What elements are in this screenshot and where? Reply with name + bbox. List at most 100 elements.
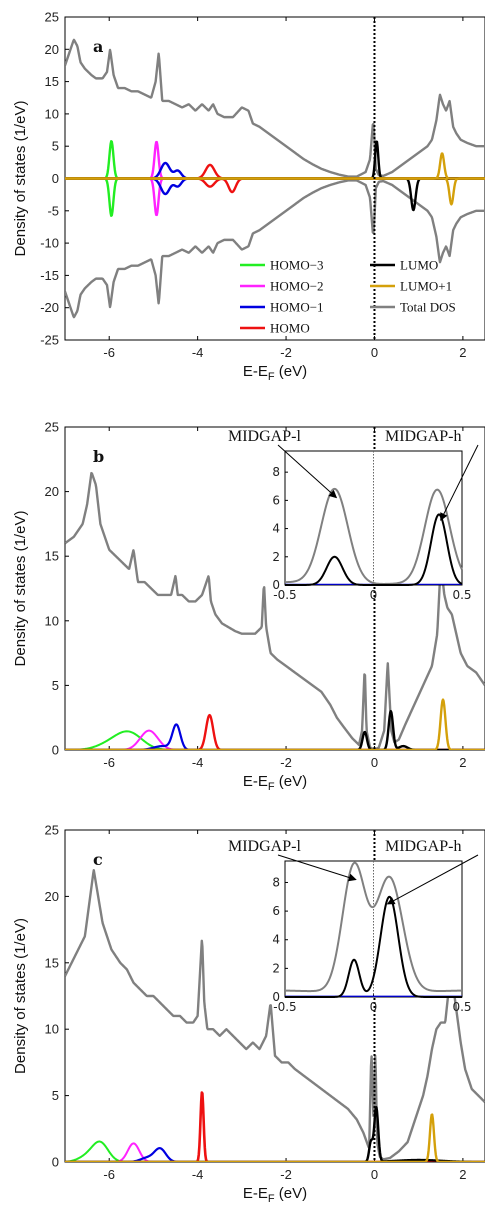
legend-entry: LUMO+1 [400,279,452,294]
inset-series-lumo [285,895,462,998]
y-axis-label: Density of states (1/eV) [12,918,29,1074]
y-tick-label: 5 [52,139,59,154]
y-tick-label: 10 [45,106,59,121]
x-tick-label: 0 [371,345,378,360]
series-line-homo-3 [65,730,485,750]
inset-x-tick-label: 0 [370,1000,378,1014]
x-tick-label: -4 [192,1167,204,1182]
y-tick-label: 5 [52,1088,59,1103]
y-tick-label: 0 [52,743,59,758]
inset-series-lumo [285,513,463,586]
y-tick-label: -20 [40,300,59,315]
y-tick-label: -5 [47,203,59,218]
annotation-midgap-l: MIDGAP-l [228,838,301,855]
inset-series-total-dos [285,487,463,585]
y-tick-label: 20 [45,42,59,57]
series-line-total-dos [65,471,485,750]
series-line-homo-1-spin-down [65,177,485,196]
legend-entry: Total DOS [400,300,456,315]
x-axis-label: E-EF (eV) [243,1185,307,1205]
inset-y-tick-label: 0 [272,578,280,592]
x-tick-label: -6 [103,345,115,360]
x-tick-label: -4 [192,345,204,360]
inset-y-tick-label: 4 [272,522,280,536]
legend-entry: HOMO−1 [270,300,324,315]
y-tick-label: -25 [40,333,59,348]
y-tick-label: 15 [45,955,59,970]
series-line-lumo [65,140,485,180]
legend: HOMO−3 HOMO−2 HOMO−1 HOMO LUMO LUMO+1 Total DO… [240,258,456,336]
x-tick-label: 0 [371,1167,378,1182]
series-line-lumo-1-spin-down [65,177,485,206]
series-line-homo [65,163,485,180]
x-tick-label: -2 [280,1167,292,1182]
y-tick-label: 0 [52,171,59,186]
y-tick-label: 15 [45,549,59,564]
annotation-midgap-h: MIDGAP-h [385,838,461,855]
arrow-midgap-l [277,854,357,882]
inset-x-tick-label: 0.5 [452,588,471,602]
plot-area [65,869,485,1162]
arrow-midgap-h [386,854,479,905]
panel-label: b [93,447,104,466]
y-tick-label: 25 [45,823,59,838]
inset-x-tick-label: 0 [370,588,378,602]
series-line-homo-2-spin-down [65,177,485,217]
legend-entry: LUMO [400,258,438,273]
x-tick-label: -6 [103,1167,115,1182]
legend-entry: HOMO [270,321,310,336]
x-tick-label: -2 [280,345,292,360]
annotation-midgap-h: MIDGAP-h [385,428,461,445]
y-tick-label: 20 [45,484,59,499]
y-tick-label: 5 [52,678,59,693]
y-axis-label: Density of states (1/eV) [12,101,29,257]
inset-y-tick-label: 0 [272,990,280,1004]
y-tick-label: 0 [52,1155,59,1170]
x-tick-label: 2 [459,345,466,360]
inset-y-tick-label: 2 [272,550,280,564]
y-tick-label: -15 [40,268,59,283]
inset-y-tick-label: 2 [272,961,280,975]
x-tick-label: 0 [371,755,378,770]
x-axis-label: E-EF (eV) [243,363,307,383]
series-line-total-dos-spin-down [65,179,485,319]
plot-area [65,38,485,319]
inset-x-tick-label: -0.5 [273,588,296,602]
y-tick-label: 10 [45,613,59,628]
panel-label: a [93,37,103,56]
y-tick-label: 25 [45,420,59,435]
series-line-homo-2 [65,1142,485,1162]
series-line-homo-2 [65,140,485,180]
x-tick-label: -4 [192,755,204,770]
legend-entry: HOMO−3 [270,258,324,273]
y-tick-label: 25 [45,10,59,25]
inset-y-tick-label: 4 [272,933,280,947]
series-line-homo-1 [65,723,485,750]
series-line-homo-2 [65,729,485,750]
y-axis-label: Density of states (1/eV) [12,511,29,667]
inset-y-tick-label: 8 [272,465,280,479]
y-tick-label: -10 [40,236,59,251]
series-line-homo-spin-down [65,177,485,194]
arrow-midgap-l [277,444,338,499]
series-line-total-dos [65,38,485,178]
series-line-homo-3-spin-down [65,177,485,217]
x-tick-label: -6 [103,755,115,770]
panel-label: c [93,850,103,869]
y-tick-label: 15 [45,74,59,89]
series-line-total-dos [65,869,485,1161]
series-line-lumo-1 [65,1113,485,1162]
series-line-homo-3 [65,140,485,180]
series-line-lumo [65,1106,485,1162]
y-tick-label: 10 [45,1022,59,1037]
inset-x-tick-label: 0.5 [452,1000,471,1014]
inset-y-tick-label: 6 [272,493,280,507]
y-tick-label: 20 [45,889,59,904]
inset-series-total-dos [284,861,463,993]
inset-x-tick-label: -0.5 [273,1000,296,1014]
